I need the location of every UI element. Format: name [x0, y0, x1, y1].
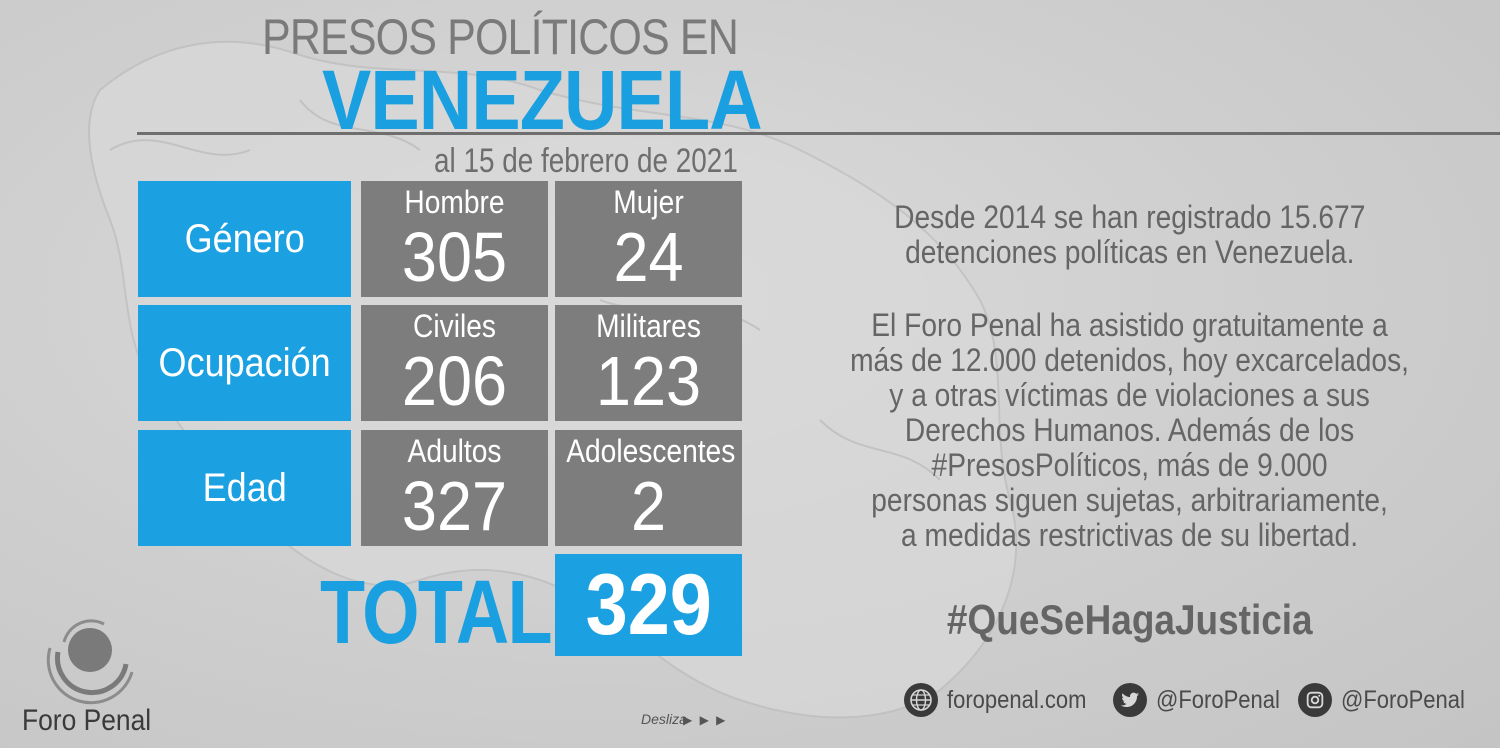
instagram-link[interactable]: @ForoPenal: [1298, 682, 1482, 718]
cell-value: 2: [630, 467, 667, 545]
website-link[interactable]: foropenal.com: [904, 682, 1105, 718]
info-line: y a otras víctimas de violaciones a sus: [889, 377, 1371, 413]
cell-label: Mujer: [613, 184, 684, 220]
instagram-handle: @ForoPenal: [1341, 685, 1465, 714]
info-line: Derechos Humanos. Además de los: [905, 412, 1355, 448]
info-line: más de 12.000 detenidos, hoy excarcelado…: [850, 342, 1410, 378]
info-line: El Foro Penal ha asistido gratuitamente …: [871, 307, 1389, 343]
twitter-handle: @ForoPenal: [1156, 685, 1280, 714]
info-line: detenciones políticas en Venezuela.: [905, 234, 1355, 270]
info-line: #PresosPolíticos, más de 9.000: [931, 447, 1328, 483]
foro-penal-logo-icon: [46, 619, 134, 705]
info-line: personas siguen sujetas, arbitrariamente…: [871, 482, 1389, 518]
swipe-hint: Desliza: [641, 711, 687, 727]
info-line: Desde 2014 se han registrado 15.677: [894, 199, 1366, 235]
total-label: TOTAL: [320, 563, 553, 663]
info-paragraph-2: El Foro Penal ha asistido gratuitamente …: [790, 308, 1470, 553]
cell-value: 123: [595, 342, 702, 420]
category-edad: Edad: [138, 430, 351, 546]
globe-icon: [904, 683, 938, 717]
twitter-bird-icon: [1113, 683, 1147, 717]
total-value: 329: [585, 557, 712, 653]
cell-hombre: Hombre 305: [361, 181, 548, 297]
swipe-arrows-icon[interactable]: ▶ ▶ ▶: [683, 713, 728, 727]
cell-adolescentes: Adolescentes 2: [555, 430, 742, 546]
cell-label: Hombre: [404, 184, 505, 220]
website-text: foropenal.com: [947, 685, 1087, 714]
category-ocupacion: Ocupación: [138, 305, 351, 421]
info-line: a medidas restrictivas de su libertad.: [901, 517, 1359, 553]
cell-civiles: Civiles 206: [361, 305, 548, 421]
cell-militares: Militares 123: [555, 305, 742, 421]
hashtag: #QueSeHagaJusticia: [947, 596, 1313, 643]
title-top: PRESOS POLÍTICOS EN: [262, 9, 739, 65]
title-main: VENEZUELA: [322, 53, 763, 147]
logo-text: Foro Penal: [22, 704, 152, 737]
cell-label: Civiles: [413, 308, 496, 344]
info-paragraph-1: Desde 2014 se han registrado 15.677 dete…: [790, 200, 1470, 270]
cell-value: 206: [401, 342, 508, 420]
category-genero: Género: [138, 181, 351, 297]
cell-label: Militares: [596, 308, 701, 344]
cell-label: Adolescentes: [566, 433, 736, 469]
cell-value: 305: [401, 218, 508, 296]
cell-mujer: Mujer 24: [555, 181, 742, 297]
date-label: al 15 de febrero de 2021: [434, 142, 738, 180]
cell-adultos: Adultos 327: [361, 430, 548, 546]
cell-value: 24: [613, 218, 684, 296]
cell-value: 327: [401, 467, 508, 545]
header-divider: [137, 132, 1500, 135]
total-value-box: 329: [555, 554, 742, 656]
instagram-icon: [1298, 683, 1332, 717]
cell-label: Adultos: [407, 433, 502, 469]
twitter-link[interactable]: @ForoPenal: [1113, 682, 1297, 718]
